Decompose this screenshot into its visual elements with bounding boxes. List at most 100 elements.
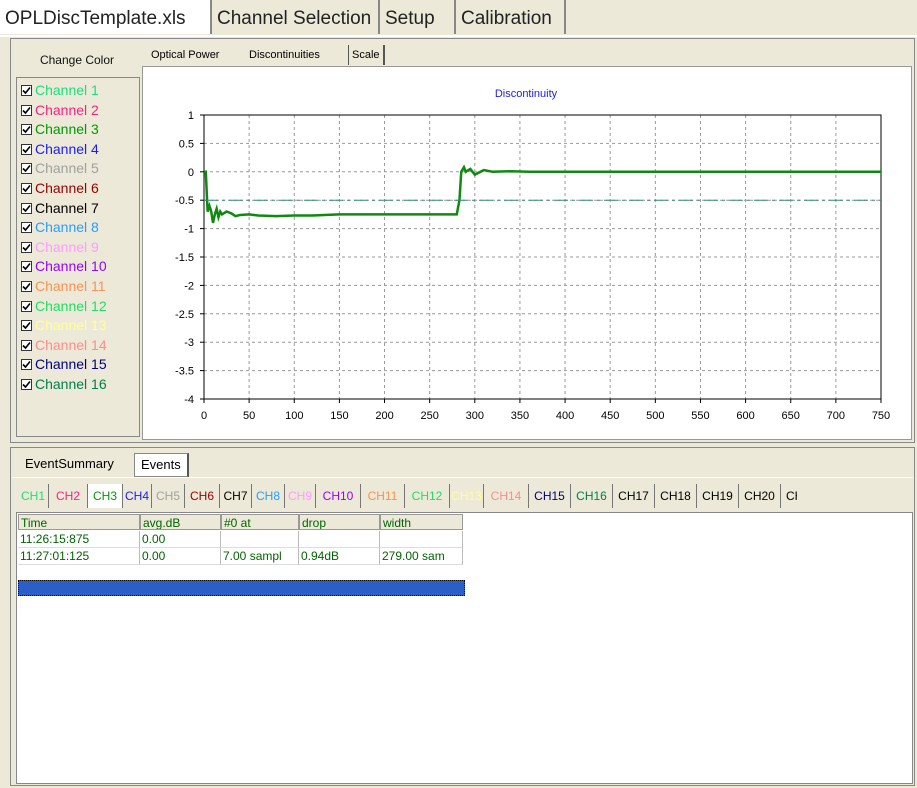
channel-tab[interactable]: CH11 bbox=[361, 484, 405, 508]
channel-item[interactable]: Channel 8 bbox=[21, 217, 99, 237]
checkbox[interactable] bbox=[21, 241, 32, 253]
checkbox[interactable] bbox=[21, 379, 32, 390]
channel-tab[interactable]: CH16 bbox=[571, 484, 613, 508]
chart-tab[interactable]: Discontinuities bbox=[249, 49, 320, 61]
column-header[interactable]: avg.dB bbox=[140, 514, 221, 530]
y-tick-label: -2.5 bbox=[175, 309, 194, 321]
checkbox[interactable] bbox=[21, 104, 32, 116]
channel-item[interactable]: Channel 14 bbox=[21, 335, 107, 355]
tab-underline bbox=[0, 35, 917, 37]
channel-tab[interactable]: CH8 bbox=[252, 484, 285, 508]
checkbox[interactable] bbox=[21, 320, 32, 332]
x-tick-label: 650 bbox=[782, 410, 800, 422]
checkbox[interactable] bbox=[21, 261, 32, 273]
channel-item[interactable]: Channel 9 bbox=[21, 237, 99, 257]
x-tick-label: 750 bbox=[872, 410, 890, 422]
tab[interactable]: OPLDiscTemplate.xls bbox=[0, 0, 212, 34]
channel-tab[interactable]: CH9 bbox=[285, 484, 316, 508]
channel-tab[interactable]: CH18 bbox=[655, 484, 697, 508]
column-header[interactable]: Time bbox=[18, 514, 140, 530]
channel-item[interactable]: Channel 15 bbox=[21, 354, 107, 374]
channel-item[interactable]: Channel 1 bbox=[21, 80, 99, 100]
channel-name: Channel 14 bbox=[35, 336, 107, 353]
channel-item[interactable]: Channel 6 bbox=[21, 178, 99, 198]
channel-item[interactable]: Channel 2 bbox=[21, 100, 99, 120]
checkbox[interactable] bbox=[21, 124, 32, 136]
channel-tab[interactable]: CH3 bbox=[88, 484, 123, 508]
y-tick-label: -3 bbox=[184, 337, 194, 349]
channel-tab[interactable]: CH12 bbox=[405, 484, 450, 508]
x-tick-label: 150 bbox=[330, 410, 348, 422]
x-tick-label: 500 bbox=[646, 410, 664, 422]
tab[interactable]: Channel Selection bbox=[212, 0, 380, 34]
change-color-button[interactable]: Change Color bbox=[39, 53, 115, 67]
channel-tab[interactable]: CH21 bbox=[786, 489, 797, 503]
y-tick-label: 1 bbox=[188, 110, 194, 122]
channel-item[interactable]: Channel 4 bbox=[21, 139, 99, 159]
checkbox[interactable] bbox=[21, 281, 32, 292]
column-header[interactable]: width bbox=[380, 514, 463, 530]
y-tick-label: -2 bbox=[184, 280, 194, 292]
x-tick-label: 400 bbox=[556, 410, 574, 422]
event-tab[interactable]: EventSummary bbox=[25, 456, 114, 471]
x-tick-label: 0 bbox=[201, 410, 207, 422]
channel-tab[interactable]: CH20 bbox=[739, 484, 781, 508]
channel-tab[interactable]: CH15 bbox=[529, 484, 571, 508]
tab[interactable]: Setup bbox=[380, 0, 456, 34]
checkbox[interactable] bbox=[21, 359, 32, 371]
table-cell: 11:26:15:875 bbox=[18, 531, 140, 548]
checkbox[interactable] bbox=[21, 183, 32, 194]
channel-item[interactable]: Channel 13 bbox=[21, 315, 107, 335]
table-cell: 0.94dB bbox=[299, 548, 380, 565]
selected-row[interactable] bbox=[18, 580, 465, 596]
checkbox[interactable] bbox=[21, 85, 32, 96]
channel-item[interactable]: Channel 10 bbox=[21, 256, 107, 276]
checkbox[interactable] bbox=[21, 163, 32, 175]
channel-name: Channel 9 bbox=[35, 238, 99, 255]
checkbox[interactable] bbox=[21, 222, 32, 234]
channel-name: Channel 4 bbox=[35, 140, 99, 157]
checkbox[interactable] bbox=[21, 339, 32, 351]
data-line bbox=[204, 164, 881, 224]
channel-name: Channel 6 bbox=[35, 180, 99, 196]
channel-item[interactable]: Channel 3 bbox=[21, 119, 99, 139]
channel-tab[interactable]: CH14 bbox=[484, 484, 529, 508]
chart-tab[interactable]: Optical Power bbox=[151, 49, 220, 61]
x-tick-label: 300 bbox=[466, 410, 484, 422]
column-header[interactable]: drop bbox=[299, 514, 380, 530]
events-table bbox=[16, 512, 913, 784]
channel-item[interactable]: Channel 5 bbox=[21, 158, 99, 178]
checkbox[interactable] bbox=[21, 300, 32, 312]
table-cell bbox=[299, 531, 380, 548]
channel-tab[interactable]: CH13 bbox=[450, 484, 484, 508]
channel-name: Channel 5 bbox=[35, 160, 99, 177]
column-header[interactable]: #0 at bbox=[221, 514, 299, 530]
channel-item[interactable]: Channel 12 bbox=[21, 296, 107, 316]
tab[interactable]: Calibration bbox=[456, 0, 566, 34]
channel-tab[interactable]: CH10 bbox=[316, 484, 361, 508]
table-cell bbox=[380, 531, 463, 548]
channel-tab[interactable]: CH7 bbox=[220, 484, 252, 508]
x-tick-label: 200 bbox=[375, 410, 393, 422]
table-cell: 0.00 bbox=[140, 548, 221, 565]
channel-name: Channel 16 bbox=[35, 376, 107, 392]
channel-tab[interactable]: CH4 bbox=[123, 484, 152, 508]
table-cell: 7.00 sampl bbox=[221, 548, 299, 565]
channel-tab[interactable]: CH6 bbox=[185, 484, 220, 508]
channel-item[interactable]: Channel 11 bbox=[21, 276, 106, 296]
channel-tab[interactable]: CH1 bbox=[18, 484, 49, 508]
checkbox[interactable] bbox=[21, 143, 32, 155]
plot-border bbox=[203, 114, 882, 400]
checkbox[interactable] bbox=[21, 202, 32, 214]
channel-tab[interactable]: CH5 bbox=[152, 484, 185, 508]
channel-tab[interactable]: CH2 bbox=[49, 484, 88, 508]
chart-title: Discontinuity bbox=[495, 88, 558, 100]
channel-tab[interactable]: CH17 bbox=[613, 484, 655, 508]
channel-item[interactable]: Channel 16 bbox=[21, 374, 107, 394]
top-panel bbox=[10, 38, 915, 443]
channel-tab[interactable]: CH19 bbox=[697, 484, 739, 508]
event-tab[interactable]: Events bbox=[134, 453, 189, 477]
chart-tab[interactable]: Scale bbox=[348, 45, 385, 65]
channel-item[interactable]: Channel 7 bbox=[21, 198, 99, 218]
